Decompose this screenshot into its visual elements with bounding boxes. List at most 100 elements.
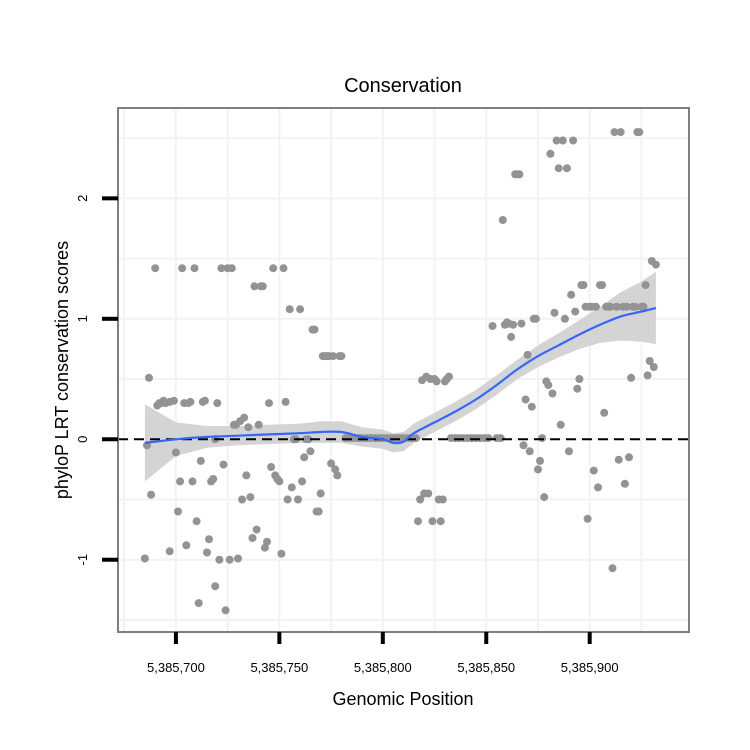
data-point xyxy=(221,606,230,615)
data-point xyxy=(277,549,286,558)
data-point xyxy=(267,463,276,471)
data-point xyxy=(151,264,160,273)
data-point xyxy=(217,264,226,273)
data-point xyxy=(560,314,569,323)
data-point xyxy=(203,548,211,557)
data-point xyxy=(546,149,555,158)
data-point xyxy=(200,396,209,405)
data-point xyxy=(651,260,660,269)
data-point xyxy=(178,264,187,273)
data-point xyxy=(275,477,284,486)
data-point xyxy=(411,434,420,443)
y-tick-label: 0 xyxy=(75,436,90,443)
data-point xyxy=(234,554,242,563)
x-tick-label: 5,385,850 xyxy=(457,660,515,675)
data-point xyxy=(269,264,278,273)
data-point xyxy=(521,395,530,404)
data-point xyxy=(414,517,422,526)
data-point xyxy=(260,543,269,552)
data-point xyxy=(589,466,598,475)
data-point xyxy=(304,435,313,444)
data-point xyxy=(614,455,623,464)
data-point xyxy=(558,136,567,145)
confidence-ribbon xyxy=(144,271,656,482)
data-point xyxy=(594,483,602,492)
data-point xyxy=(509,320,518,329)
data-point xyxy=(283,495,292,504)
data-point xyxy=(562,164,571,173)
data-point xyxy=(635,128,644,137)
data-point xyxy=(176,477,185,486)
data-point xyxy=(579,281,588,290)
data-point xyxy=(327,459,336,468)
data-point xyxy=(641,281,650,290)
data-point xyxy=(219,460,228,469)
data-point xyxy=(571,307,580,316)
data-point xyxy=(287,483,296,492)
data-point xyxy=(639,302,648,311)
data-point xyxy=(209,475,218,483)
y-axis: -1 0 1 2 xyxy=(75,195,118,565)
data-point xyxy=(552,136,561,145)
data-point xyxy=(484,434,493,443)
data-point xyxy=(252,525,261,534)
data-point xyxy=(310,325,319,334)
data-point xyxy=(333,471,342,480)
data-point xyxy=(523,350,532,359)
x-axis: 5,385,700 5,385,750 5,385,800 5,385,850 5,38… xyxy=(147,632,619,675)
data-point xyxy=(436,517,445,526)
data-point xyxy=(631,302,640,311)
data-point xyxy=(445,372,453,381)
data-point xyxy=(182,541,191,550)
data-point xyxy=(296,305,305,314)
data-point xyxy=(258,282,267,291)
data-point xyxy=(213,399,222,408)
data-point xyxy=(556,420,565,429)
data-point xyxy=(331,465,340,474)
data-point xyxy=(498,216,507,224)
data-point xyxy=(527,402,536,411)
data-point xyxy=(211,582,220,591)
smooth-fit-line xyxy=(144,306,657,445)
confidence-ribbon-layer xyxy=(144,271,656,482)
data-point xyxy=(254,420,263,429)
data-point xyxy=(205,535,213,544)
data-point xyxy=(554,164,563,173)
y-tick-label: 1 xyxy=(75,315,90,322)
data-point xyxy=(627,373,636,382)
data-point xyxy=(606,302,615,311)
data-point xyxy=(538,434,547,443)
smooth-line-layer xyxy=(144,306,657,445)
x-axis-title: Genomic Position xyxy=(332,689,473,709)
data-point xyxy=(534,465,542,474)
data-point xyxy=(600,408,609,417)
data-point xyxy=(246,493,255,502)
data-point xyxy=(316,489,325,498)
data-point xyxy=(531,314,540,323)
x-tick-label: 5,385,900 xyxy=(561,660,619,675)
data-point xyxy=(517,319,526,328)
data-point xyxy=(196,456,205,465)
data-point xyxy=(424,489,433,498)
data-point xyxy=(186,397,195,406)
x-tick-label: 5,385,700 xyxy=(147,660,205,675)
data-point xyxy=(428,517,437,526)
data-point xyxy=(145,373,153,382)
data-point xyxy=(573,384,582,393)
data-point xyxy=(250,282,259,291)
data-point xyxy=(569,136,578,145)
data-point xyxy=(240,413,249,422)
data-point xyxy=(540,493,549,502)
data-point xyxy=(244,423,253,432)
data-point xyxy=(438,495,447,504)
data-point xyxy=(265,399,273,408)
data-point xyxy=(496,434,505,443)
data-point xyxy=(188,477,197,486)
panel-border-layer xyxy=(117,107,690,633)
data-point xyxy=(565,447,573,456)
data-point xyxy=(416,495,425,504)
data-point xyxy=(294,495,302,504)
data-point xyxy=(608,564,617,573)
data-point xyxy=(643,371,652,380)
